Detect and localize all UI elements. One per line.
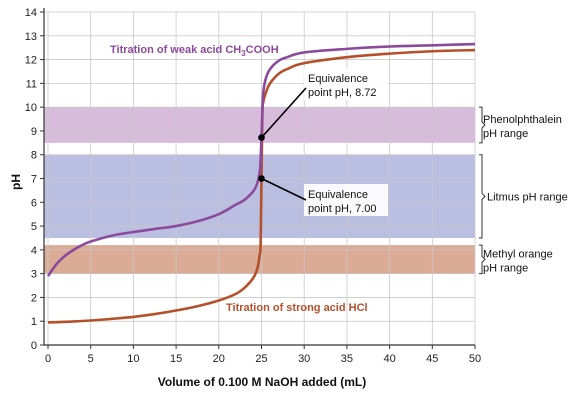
series-weak-line <box>46 42 476 277</box>
bracket-phenolphthalein <box>479 106 486 144</box>
x-tick-label-25: 25 <box>255 353 267 365</box>
weak-acid-curve-label: Titration of weak acid CH3COOH <box>110 44 279 58</box>
weak-label-tail: COOH <box>246 44 279 56</box>
y-tick-label-9: 9 <box>31 126 37 138</box>
equivalence-annotations: Equivalence point pH, 8.72 Equivalence poin… <box>258 68 388 216</box>
x-tick-label-10: 10 <box>127 353 139 365</box>
x-axis-title: Volume of 0.100 M NaOH added (mL) <box>158 375 366 389</box>
y-tick-label-11: 11 <box>26 78 37 90</box>
eq-weak-leader <box>260 87 307 139</box>
x-tick-label-30: 30 <box>298 353 310 365</box>
x-tick-label-20: 20 <box>213 353 225 365</box>
eq-strong-box <box>304 184 388 216</box>
range-label-phenolphthalein-1: Phenolphthalein <box>483 114 562 126</box>
y-tick-label-1: 1 <box>31 316 37 328</box>
eq-strong-marker <box>258 175 265 182</box>
bracket-litmus <box>479 154 486 239</box>
x-tick-label-45: 45 <box>426 353 438 365</box>
range-labels: Phenolphthalein pH range Litmus pH range Me… <box>479 106 568 275</box>
eq-strong-leader <box>261 177 307 201</box>
x-tick-label-50: 50 <box>469 353 481 365</box>
y-tick-label-2: 2 <box>31 292 37 304</box>
y-tick-label-3: 3 <box>31 269 37 281</box>
eq-weak-line2: point pH, 8.72 <box>308 87 377 99</box>
y-tick-label-7: 7 <box>31 174 37 186</box>
weak-label-main: Titration of weak acid CH <box>110 44 241 56</box>
range-label-methyl-1: Methyl orange <box>483 248 553 260</box>
range-label-litmus-1: Litmus pH range <box>487 191 568 203</box>
weak-label-sub: 3 <box>241 49 246 58</box>
eq-strong-line2: point pH, 7.00 <box>308 203 377 215</box>
x-tick-label-35: 35 <box>341 353 353 365</box>
x-tick-label-15: 15 <box>170 353 182 365</box>
strong-acid-curve-label: Titration of strong acid HCl <box>226 302 368 314</box>
series-strong-line <box>47 48 476 324</box>
y-tick-label-6: 6 <box>31 197 37 209</box>
range-label-methyl-2: pH range <box>483 262 528 274</box>
eq-weak-box <box>304 68 388 100</box>
y-tick-label-8: 8 <box>31 150 37 162</box>
x-tick-label-0: 0 <box>45 353 51 365</box>
range-label-phenolphthalein-2: pH range <box>483 128 528 140</box>
y-tick-label-0: 0 <box>31 340 37 352</box>
y-tick-label-13: 13 <box>25 31 37 43</box>
eq-strong-line1: Equivalence <box>308 189 368 201</box>
x-tick-label-5: 5 <box>88 353 94 365</box>
eq-weak-marker <box>258 134 265 141</box>
y-tick-label-14: 14 <box>25 7 37 19</box>
y-tick-label-12: 12 <box>25 55 37 67</box>
y-tick-label-4: 4 <box>31 245 37 257</box>
eq-weak-line1: Equivalence <box>308 73 368 85</box>
y-tick-label-10: 10 <box>25 102 37 114</box>
bracket-methyl <box>479 244 486 275</box>
x-tick-label-40: 40 <box>383 353 395 365</box>
titration-curves <box>46 42 476 324</box>
y-axis-title: pH <box>9 174 23 190</box>
y-tick-label-5: 5 <box>31 221 37 233</box>
